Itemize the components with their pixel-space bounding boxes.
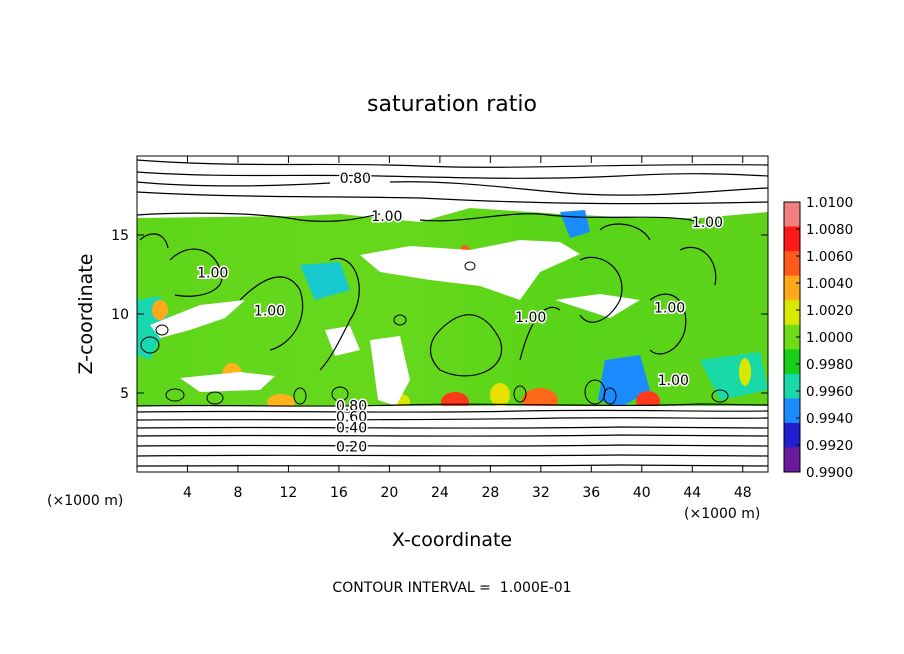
colorbar-label: 0.9980: [806, 357, 853, 373]
colorbar-swatch: [784, 324, 800, 350]
x-axis-unit-right: (×1000 m): [684, 506, 760, 522]
x-tick-label: 4: [183, 485, 192, 501]
x-tick-label: 8: [233, 485, 242, 501]
unsaturated-region: [180, 372, 275, 392]
x-tick-label: 12: [280, 485, 298, 501]
colorbar-swatch: [784, 226, 800, 252]
x-tick-label: 40: [633, 485, 651, 501]
contour-label-layer: 0.801.00 1.001.001.00 1.001.001.000.800.60…: [196, 169, 725, 457]
contour-label: 1.00: [515, 310, 546, 326]
surface-contour-rings: [140, 261, 729, 405]
colorbar-label: 0.9900: [806, 465, 853, 481]
contour-label: 1.00: [692, 215, 723, 231]
unsaturated-region: [370, 336, 410, 406]
colorbar-label: 1.0020: [806, 303, 853, 319]
colorbar-label: 0.9920: [806, 438, 853, 454]
x-axis: 4 8 12 16 20 24 28 32 36 40 44 48: [183, 156, 752, 501]
colorbar-swatch: [784, 202, 800, 228]
unsaturated-region: [137, 406, 768, 472]
contour-label: 1.00: [658, 373, 689, 389]
x-tick-label: 28: [481, 485, 499, 501]
x-axis-label: X-coordinate: [392, 529, 512, 551]
colorbar-swatch: [784, 251, 800, 277]
y-tick-label: 15: [111, 228, 129, 244]
contour-label: 0.20: [336, 439, 367, 455]
high-ratio-patch: [490, 383, 510, 407]
colorbar-label: 1.0080: [806, 222, 853, 238]
contour-label: 1.00: [197, 266, 228, 282]
colorbar-label: 1.0100: [806, 195, 853, 211]
contour-label: 1.00: [654, 300, 685, 316]
colorbar-swatch: [784, 373, 800, 399]
y-axis: 5 10 15: [111, 228, 768, 402]
contour-label: 0.60: [336, 409, 367, 425]
contour-label: 1.00: [371, 209, 402, 225]
low-ratio-patch: [700, 352, 768, 400]
x-tick-label: 20: [380, 485, 398, 501]
x-tick-label: 36: [582, 485, 600, 501]
contour-lines: [137, 159, 768, 467]
unsaturated-region: [555, 294, 640, 318]
colorbar: 1.0100 1.0080 1.0060 1.0040 1.0020 1.0000 0.99…: [783, 195, 853, 481]
x-axis-unit-left: (×1000 m): [47, 493, 123, 509]
x-tick-label: 16: [330, 485, 348, 501]
colorbar-swatch: [784, 398, 800, 424]
colorbar-label: 0.9960: [806, 384, 853, 400]
x-tick-label: 48: [734, 485, 752, 501]
x-tick-label: 24: [431, 485, 449, 501]
colorbar-label: 0.9940: [806, 411, 853, 427]
low-ratio-patch: [300, 262, 350, 300]
contour-label: 1.00: [254, 304, 285, 320]
contour-interval-note: CONTOUR INTERVAL = 1.000E-01: [332, 580, 571, 596]
colorbar-swatch: [784, 447, 800, 473]
low-ratio-patch: [598, 355, 650, 408]
unsaturated-region: [150, 300, 245, 338]
x-tick-label: 32: [532, 485, 550, 501]
colorbar-swatch: [784, 300, 800, 326]
contour-label: 0.40: [336, 421, 367, 437]
chart-title: saturation ratio: [367, 92, 537, 117]
colorbar-swatch: [784, 349, 800, 375]
contour-label: 0.80: [336, 398, 367, 414]
colorbar-label: 1.0060: [806, 249, 853, 265]
y-axis-label: Z-coordinate: [75, 254, 97, 375]
high-ratio-patch: [739, 358, 751, 386]
unsaturated-region: [325, 326, 360, 356]
plot-area: [137, 156, 768, 472]
colorbar-label: 1.0000: [806, 330, 853, 346]
x-tick-label: 44: [683, 485, 701, 501]
contour-label: 0.80: [340, 171, 371, 187]
y-tick-label: 5: [120, 386, 129, 402]
colorbar-label: 1.0040: [806, 276, 853, 292]
colorbar-swatch: [784, 422, 800, 448]
y-tick-label: 10: [111, 307, 129, 323]
colorbar-swatch: [784, 275, 800, 301]
high-ratio-patch: [152, 300, 168, 320]
